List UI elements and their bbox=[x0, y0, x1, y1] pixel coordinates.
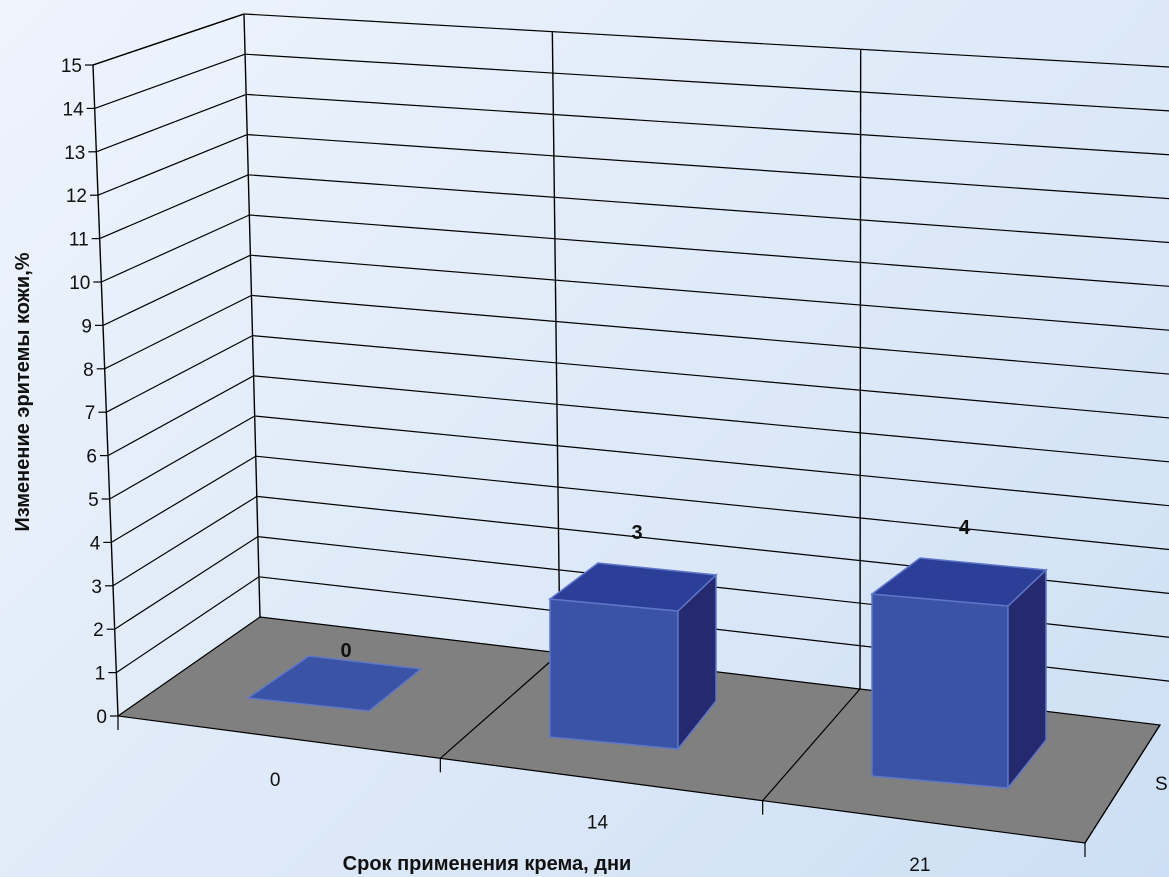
x-axis-title: Срок применения крема, дни bbox=[343, 853, 632, 875]
bar-top-face bbox=[869, 557, 1048, 607]
bar-21 bbox=[869, 557, 1048, 791]
y-tick-label: 14 bbox=[63, 99, 85, 120]
gridline-back bbox=[247, 134, 1169, 200]
data-labels: 0 3 4 bbox=[340, 517, 970, 662]
y-axis-line bbox=[92, 64, 119, 717]
gridline-back bbox=[254, 415, 1169, 507]
gridline-left bbox=[99, 174, 249, 240]
y-tick-label: 5 bbox=[88, 490, 99, 511]
y-tick-label: 9 bbox=[81, 316, 92, 337]
x-tick-label: 14 bbox=[587, 813, 609, 834]
y-axis-title: Изменение эритемы кожи,% bbox=[12, 252, 34, 531]
gridline-left bbox=[111, 455, 257, 543]
left-wall-top-edge bbox=[92, 13, 245, 66]
bar-front-face bbox=[871, 593, 1009, 789]
gridline-back bbox=[243, 13, 1169, 68]
y-tick-label: 3 bbox=[91, 577, 102, 598]
chart-bars bbox=[245, 557, 1048, 791]
x-tick-labels: 0 14 21 bbox=[117, 716, 1161, 876]
back-wall-vertical bbox=[243, 13, 261, 618]
y-tick-label: 12 bbox=[66, 186, 87, 207]
floor-divider bbox=[439, 652, 561, 759]
gridline-left bbox=[101, 214, 250, 283]
y-tick-label: 15 bbox=[61, 56, 82, 77]
gridline-back bbox=[246, 93, 1169, 156]
gridline-back bbox=[248, 174, 1169, 244]
y-tick-label: 10 bbox=[69, 273, 90, 294]
gridline-back bbox=[250, 254, 1169, 331]
gridline-back bbox=[251, 294, 1169, 375]
y-tick-label: 4 bbox=[90, 533, 101, 554]
gridline-left bbox=[104, 294, 252, 370]
gridline-back bbox=[245, 53, 1169, 112]
depth-axis-line bbox=[1084, 724, 1161, 844]
gridline-left bbox=[106, 335, 253, 413]
x-tick-label: 21 bbox=[909, 855, 930, 876]
depth-axis-label: S bbox=[1155, 774, 1168, 795]
gridline-left bbox=[102, 254, 251, 326]
y-tick-label: 2 bbox=[93, 620, 104, 641]
gridline-left bbox=[112, 495, 258, 587]
chart-walls bbox=[92, 13, 1169, 717]
floor-divider bbox=[762, 688, 861, 802]
gridline-back bbox=[253, 375, 1169, 463]
y-tick-label: 13 bbox=[64, 143, 85, 164]
gridline-left bbox=[114, 536, 259, 630]
gridline-back bbox=[255, 455, 1169, 551]
bar-14 bbox=[547, 562, 718, 752]
y-tick-label: 7 bbox=[85, 403, 96, 424]
y-tick-label: 11 bbox=[69, 230, 89, 251]
gridline-left bbox=[107, 375, 254, 457]
gridline-left bbox=[115, 576, 260, 674]
gridline-back bbox=[249, 214, 1169, 287]
gridline-left bbox=[96, 93, 247, 153]
y-tick-label: 6 bbox=[86, 447, 97, 468]
gridline-left bbox=[94, 53, 246, 109]
y-tick-label: 8 bbox=[83, 360, 94, 381]
data-label: 3 bbox=[631, 522, 642, 544]
bar-front-face bbox=[549, 598, 679, 750]
gridline-left bbox=[97, 134, 248, 196]
data-label: 0 bbox=[340, 640, 351, 662]
back-wall-vertical bbox=[551, 31, 561, 654]
bar-0 bbox=[245, 655, 423, 712]
gridline-back bbox=[252, 335, 1169, 419]
back-wall-vertical bbox=[859, 49, 862, 690]
bar-top-face bbox=[547, 562, 718, 612]
y-tick-label: 1 bbox=[95, 664, 106, 685]
y-tick-label: 0 bbox=[96, 707, 107, 728]
x-tick-label: 0 bbox=[270, 770, 281, 791]
gridline-left bbox=[109, 415, 255, 500]
data-label: 4 bbox=[959, 517, 971, 539]
